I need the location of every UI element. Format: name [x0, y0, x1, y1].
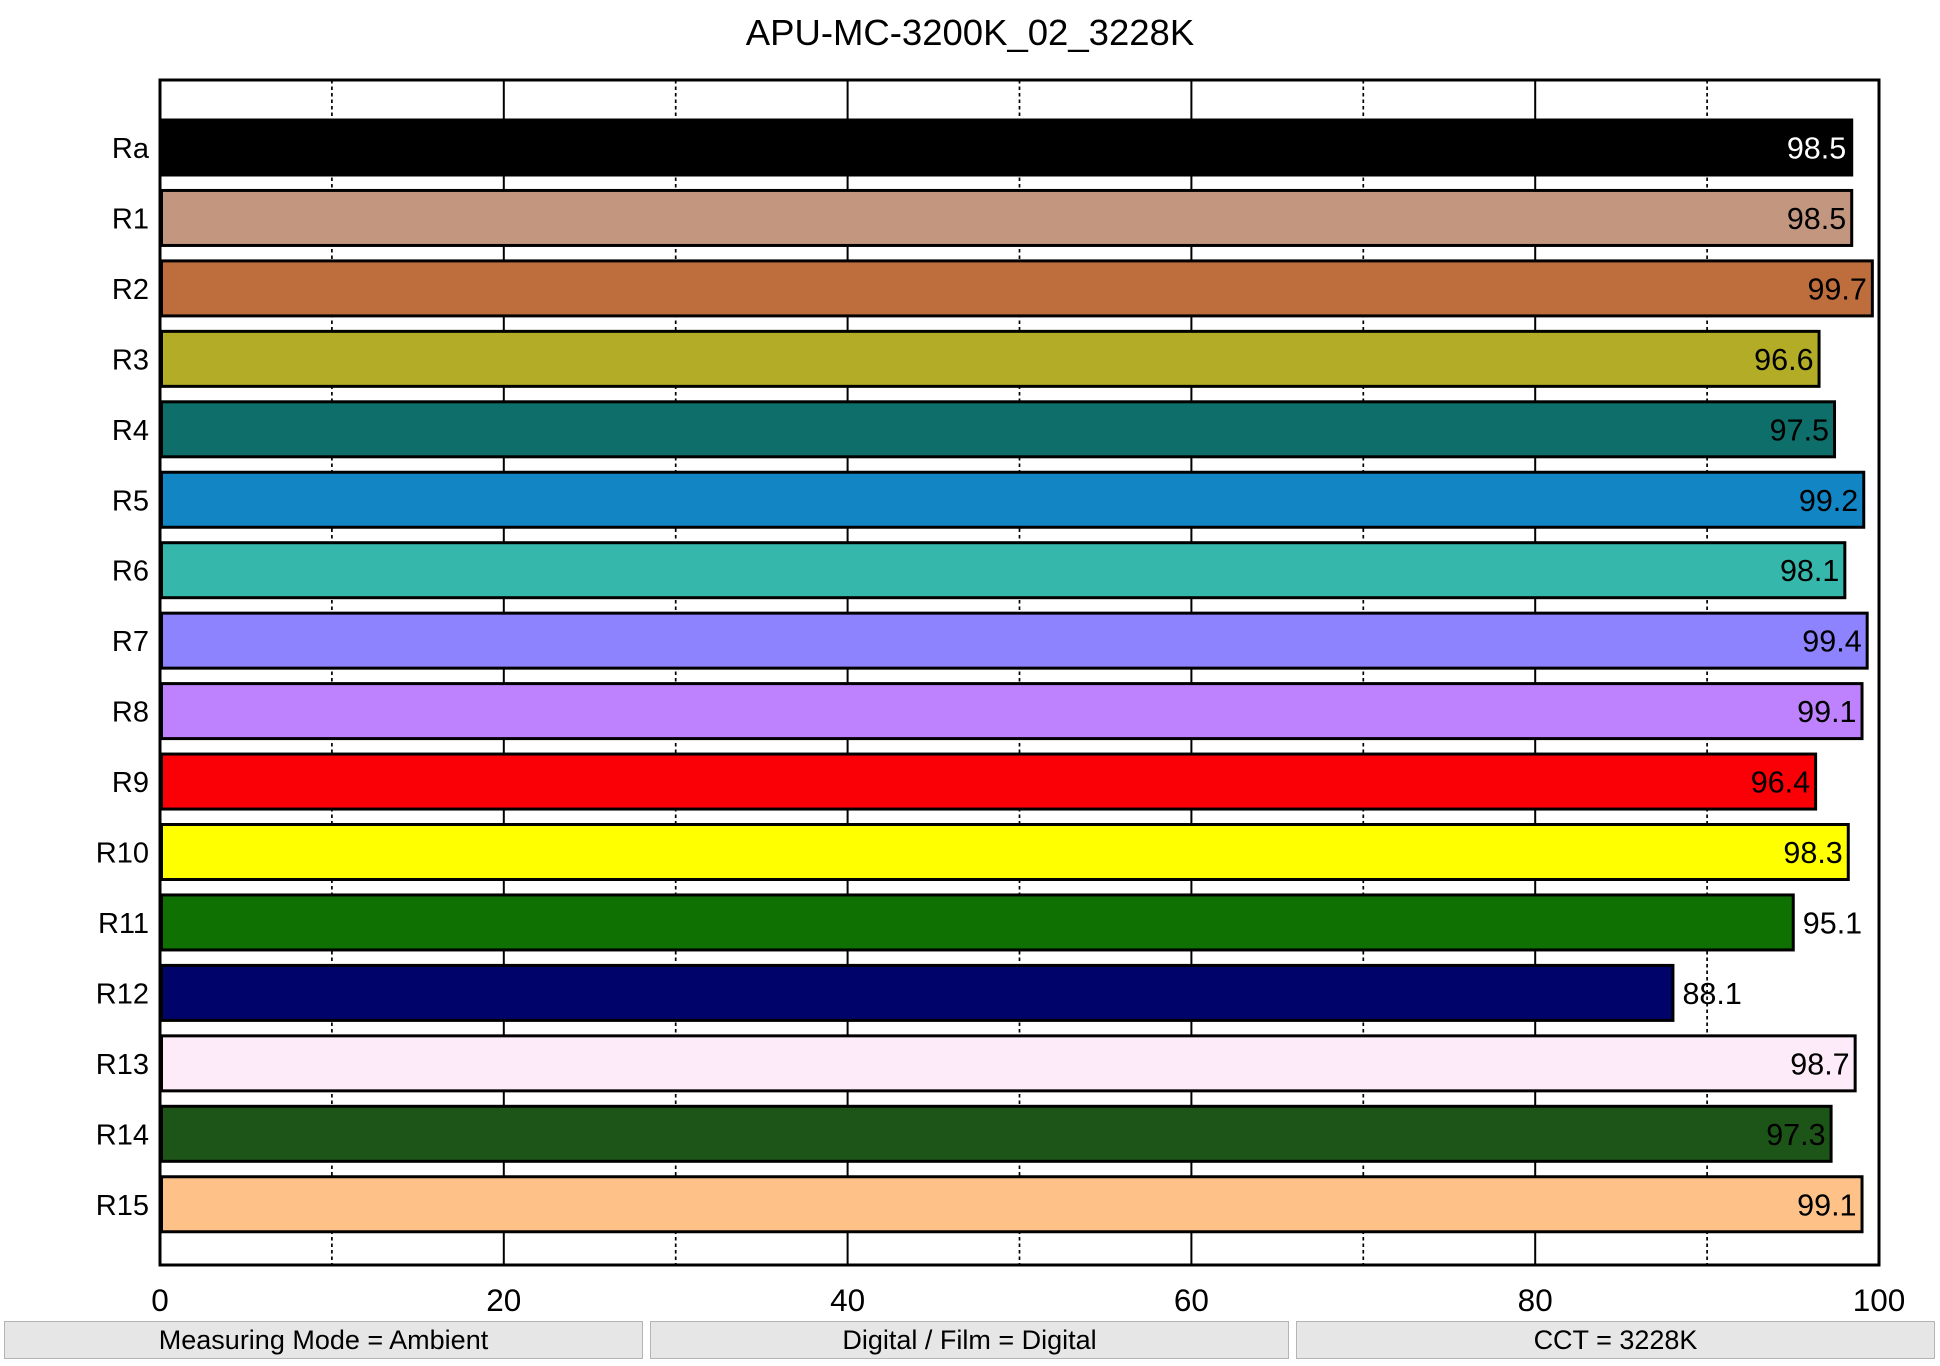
x-tick-label-100: 100 — [1853, 1282, 1906, 1318]
category-label-R9: R9 — [112, 767, 149, 799]
value-label-R11: 95.1 — [1803, 906, 1862, 940]
bar-R11 — [160, 893, 1795, 952]
category-label-R6: R6 — [112, 556, 149, 588]
footer-digital-film: Digital / Film = Digital — [650, 1321, 1289, 1359]
x-tick-label-0: 0 — [151, 1282, 169, 1318]
bar-R2 — [160, 259, 1874, 318]
bar-R7 — [160, 611, 1869, 670]
category-label-R14: R14 — [96, 1119, 149, 1151]
bar-R15 — [160, 1175, 1864, 1234]
category-label-R8: R8 — [112, 697, 149, 729]
value-label-R14: 97.3 — [1766, 1118, 1825, 1152]
bar-R4 — [160, 400, 1837, 459]
value-label-Ra: 98.5 — [1787, 132, 1846, 166]
category-label-R10: R10 — [96, 838, 149, 870]
value-label-R3: 96.6 — [1754, 343, 1813, 377]
category-label-R3: R3 — [112, 344, 149, 376]
value-label-R5: 99.2 — [1799, 484, 1858, 518]
footer-cct: CCT = 3228K — [1296, 1321, 1935, 1359]
value-label-R6: 98.1 — [1780, 554, 1839, 588]
bar-R8 — [160, 682, 1864, 741]
bar-R14 — [160, 1104, 1833, 1163]
value-label-R7: 99.4 — [1802, 625, 1861, 659]
category-label-R5: R5 — [112, 485, 149, 517]
category-label-R2: R2 — [112, 274, 149, 306]
chart-title: APU-MC-3200K_02_3228K — [745, 12, 1195, 53]
bar-Ra — [160, 118, 1854, 177]
plot-frame — [158, 78, 1881, 1267]
value-label-R15: 99.1 — [1797, 1188, 1856, 1222]
bar-R1 — [160, 188, 1854, 247]
category-label-R12: R12 — [96, 978, 149, 1010]
value-label-R12: 88.1 — [1682, 977, 1741, 1011]
bar-R13 — [160, 1034, 1857, 1093]
bar-R9 — [160, 752, 1818, 811]
value-label-R1: 98.5 — [1787, 202, 1846, 236]
category-label-R11: R11 — [98, 908, 149, 940]
value-label-R9: 96.4 — [1751, 766, 1810, 800]
value-label-R10: 98.3 — [1783, 836, 1842, 870]
category-label-Ra: Ra — [112, 133, 150, 165]
value-label-R8: 99.1 — [1797, 695, 1856, 729]
category-label-R4: R4 — [112, 415, 149, 447]
category-label-R7: R7 — [112, 626, 149, 658]
value-label-R13: 98.7 — [1790, 1047, 1849, 1081]
category-label-R1: R1 — [112, 203, 149, 235]
x-tick-label-80: 80 — [1518, 1282, 1553, 1318]
footer-measuring-mode: Measuring Mode = Ambient — [4, 1321, 643, 1359]
category-label-R15: R15 — [96, 1190, 149, 1222]
bar-R3 — [160, 329, 1821, 388]
bar-R10 — [160, 823, 1850, 881]
bar-R6 — [160, 541, 1847, 600]
category-label-R13: R13 — [96, 1049, 149, 1081]
value-label-R4: 97.5 — [1770, 413, 1829, 447]
bar-R5 — [160, 470, 1866, 529]
x-tick-label-20: 20 — [486, 1282, 521, 1318]
bar-R12 — [160, 963, 1675, 1022]
value-label-R2: 99.7 — [1807, 272, 1866, 306]
x-tick-label-60: 60 — [1174, 1282, 1209, 1318]
x-tick-label-40: 40 — [830, 1282, 865, 1318]
